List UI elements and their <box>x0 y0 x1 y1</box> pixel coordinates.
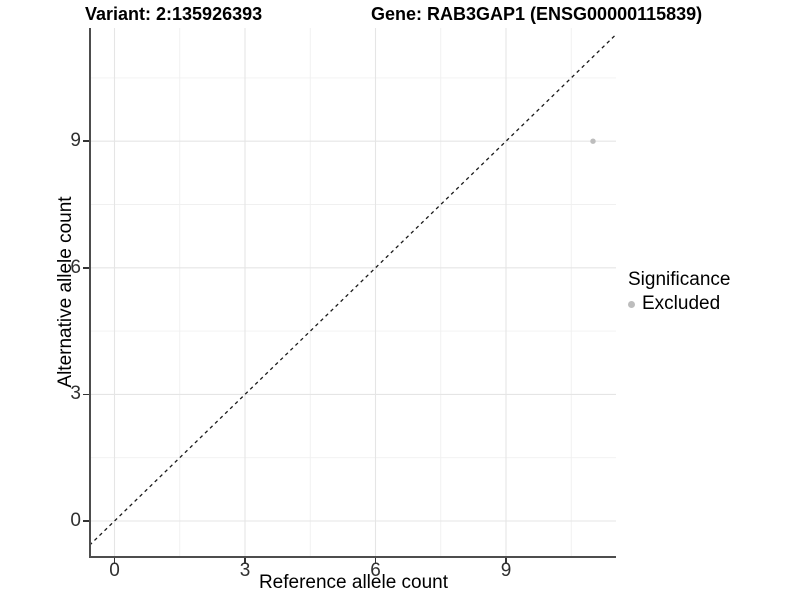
legend-title: Significance <box>628 269 731 290</box>
plot-area <box>91 28 616 556</box>
legend: Significance Excluded <box>628 268 730 315</box>
x-tick-label: 0 <box>109 560 120 581</box>
plot-title-variant: Variant: 2:135926393 <box>85 4 263 24</box>
x-tick-mark <box>244 558 246 564</box>
x-tick-mark <box>505 558 507 564</box>
x-tick-label: 9 <box>500 560 512 581</box>
y-tick-label: 6 <box>70 256 81 278</box>
plot-panel <box>89 28 616 558</box>
y-tick-label: 3 <box>70 383 81 405</box>
x-tick-label: 6 <box>370 560 381 581</box>
y-tick-label: 0 <box>70 510 81 531</box>
identity-dashed-line <box>91 33 616 545</box>
plot-title-gene: Gene: RAB3GAP1 (ENSG00000115839) <box>371 4 703 24</box>
legend-point-icon <box>628 300 635 308</box>
y-tick-mark <box>83 267 89 269</box>
y-tick-mark <box>83 393 89 396</box>
legend-item-excluded: Excluded <box>628 293 730 315</box>
x-tick-label: 3 <box>239 560 251 581</box>
x-tick-mark <box>374 558 377 564</box>
legend-item-label: Excluded <box>642 293 721 314</box>
x-axis-title: Reference allele count <box>258 572 449 593</box>
y-tick-label: 9 <box>70 130 81 152</box>
y-tick-mark <box>83 140 89 142</box>
y-axis-title: Alternative allele count <box>55 196 76 388</box>
y-tick-mark <box>83 520 89 522</box>
x-tick-mark <box>113 558 116 564</box>
data-point <box>590 138 596 144</box>
